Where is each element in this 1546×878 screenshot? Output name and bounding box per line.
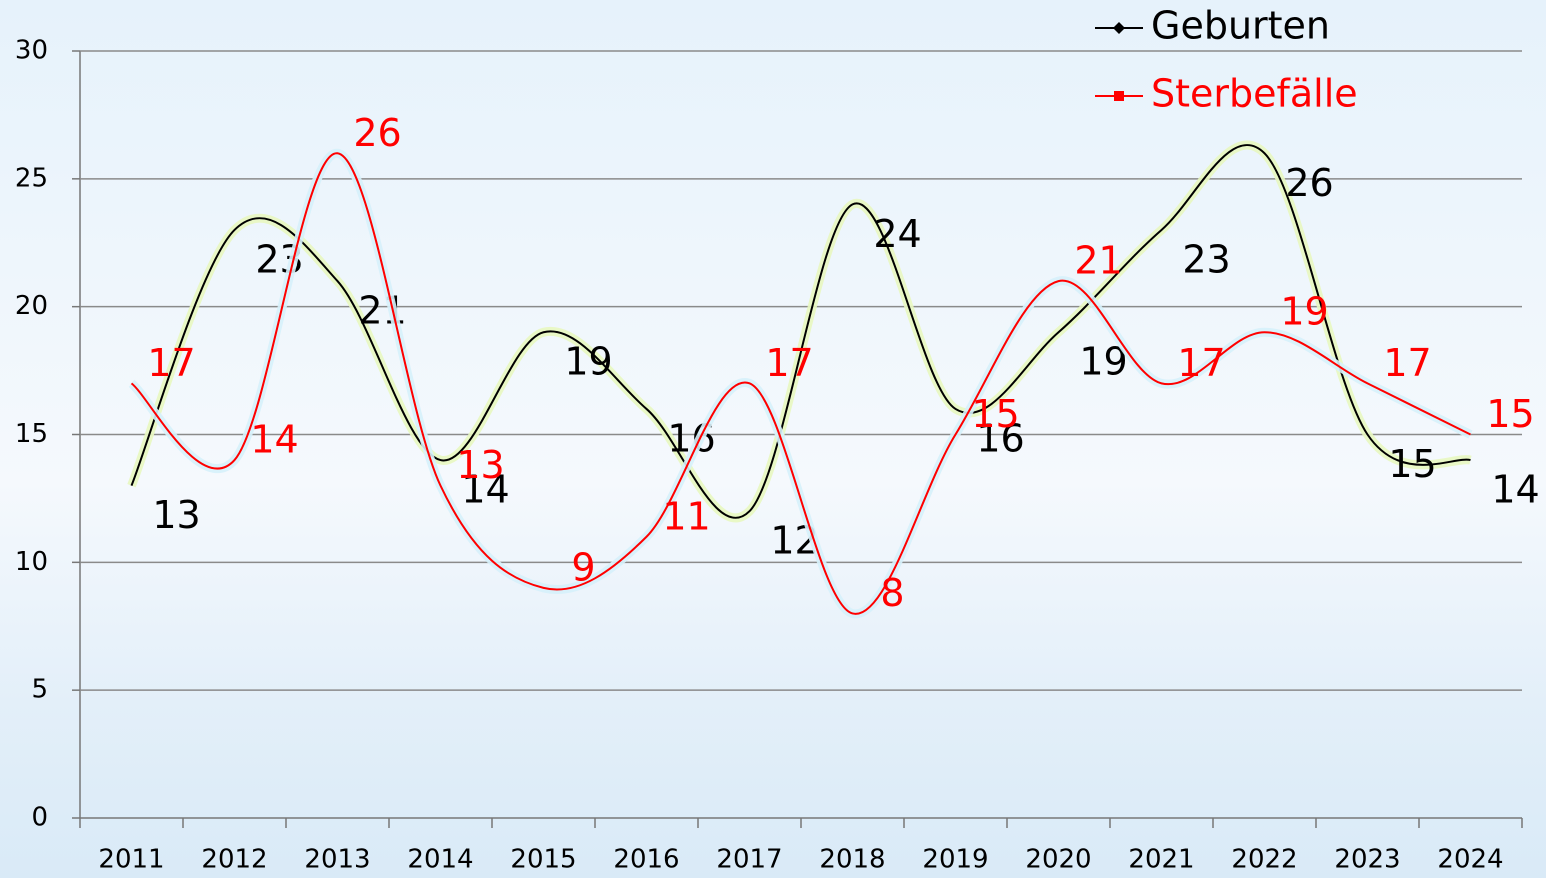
data-label: 15 <box>971 392 1019 436</box>
x-tick-label: 2023 <box>1334 845 1400 875</box>
x-tick-label: 2020 <box>1025 845 1091 875</box>
x-tick-label: 2024 <box>1437 845 1503 875</box>
y-tick-label: 0 <box>31 803 48 833</box>
x-tick-label: 2018 <box>819 845 885 875</box>
data-label: 23 <box>1182 237 1230 281</box>
data-label: 26 <box>353 111 401 155</box>
y-tick-label: 20 <box>15 291 48 321</box>
data-label: 13 <box>152 493 200 537</box>
legend-label: Sterbefälle <box>1151 72 1358 116</box>
legend-marker <box>1113 22 1125 34</box>
series-line <box>130 152 1471 615</box>
data-label: 8 <box>880 571 904 615</box>
x-tick-label: 2017 <box>716 845 782 875</box>
data-label: 13 <box>456 443 504 487</box>
y-tick-label: 15 <box>15 419 48 449</box>
data-label: 14 <box>250 418 298 462</box>
data-label: 24 <box>873 212 921 256</box>
legend-label: Geburten <box>1151 4 1330 48</box>
data-label: 19 <box>564 340 612 384</box>
data-label: 9 <box>571 545 595 589</box>
data-label: 16 <box>976 416 1024 460</box>
x-tick-label: 2019 <box>922 845 988 875</box>
data-label: 14 <box>1491 468 1539 512</box>
x-tick-label: 2011 <box>98 845 164 875</box>
y-tick-label: 10 <box>15 547 48 577</box>
data-label: 17 <box>1177 341 1225 385</box>
series-line <box>130 144 1471 519</box>
x-tick-label: 2012 <box>201 845 267 875</box>
x-tick-label: 2022 <box>1231 845 1297 875</box>
x-tick-label: 2014 <box>407 845 473 875</box>
x-tick-label: 2016 <box>613 845 679 875</box>
data-label: 21 <box>1074 239 1122 283</box>
data-label: 15 <box>1388 442 1436 486</box>
x-tick-label: 2021 <box>1128 845 1194 875</box>
data-label: 17 <box>147 341 195 385</box>
y-tick-label: 5 <box>31 675 48 705</box>
x-tick-label: 2015 <box>510 845 576 875</box>
data-label: 15 <box>1486 392 1534 436</box>
data-label: 19 <box>1280 290 1328 334</box>
x-tick-label: 2013 <box>304 845 370 875</box>
data-label: 26 <box>1285 161 1333 205</box>
data-label: 17 <box>765 341 813 385</box>
legend-marker <box>1114 91 1124 101</box>
data-label: 17 <box>1383 341 1431 385</box>
y-tick-label: 25 <box>15 163 48 193</box>
data-label: 14 <box>461 468 509 512</box>
y-tick-label: 30 <box>15 36 48 66</box>
data-label: 11 <box>662 494 710 538</box>
